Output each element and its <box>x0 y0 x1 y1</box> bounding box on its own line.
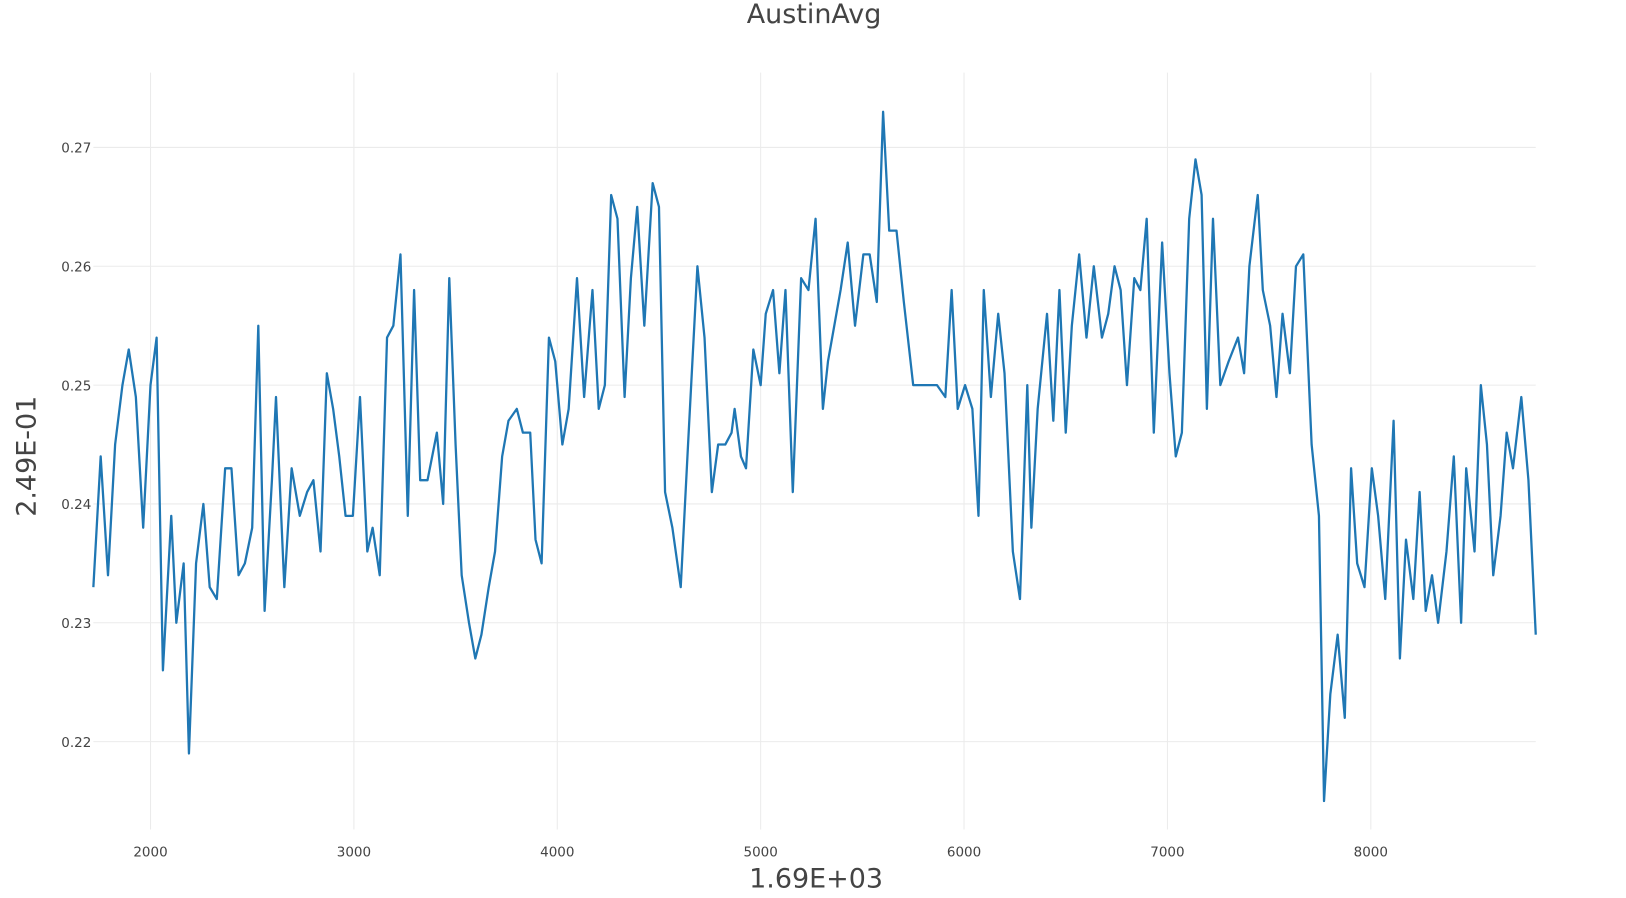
x-tick-label: 6000 <box>947 845 981 861</box>
x-tick-label: 8000 <box>1354 845 1388 861</box>
chart-title: AustinAvg <box>747 0 882 30</box>
y-tick-label: 0.26 <box>61 259 91 275</box>
y-tick-label: 0.27 <box>61 141 91 157</box>
y-axis-title: 2.49E-01 <box>11 396 42 517</box>
x-tick-label: 7000 <box>1150 845 1184 861</box>
data-line <box>92 110 1537 803</box>
x-tick-label: 4000 <box>540 845 574 861</box>
y-tick-label: 0.25 <box>61 378 91 394</box>
x-tick-label: 2000 <box>133 845 167 861</box>
y-tick-label: 0.23 <box>61 616 91 632</box>
y-tick-label: 0.22 <box>61 735 91 751</box>
x-tick-label: 5000 <box>744 845 778 861</box>
plot-area <box>92 110 1537 803</box>
x-axis-title: 1.69E+03 <box>749 864 883 895</box>
y-tick-label: 0.24 <box>61 497 91 513</box>
x-tick-label: 3000 <box>337 845 371 861</box>
